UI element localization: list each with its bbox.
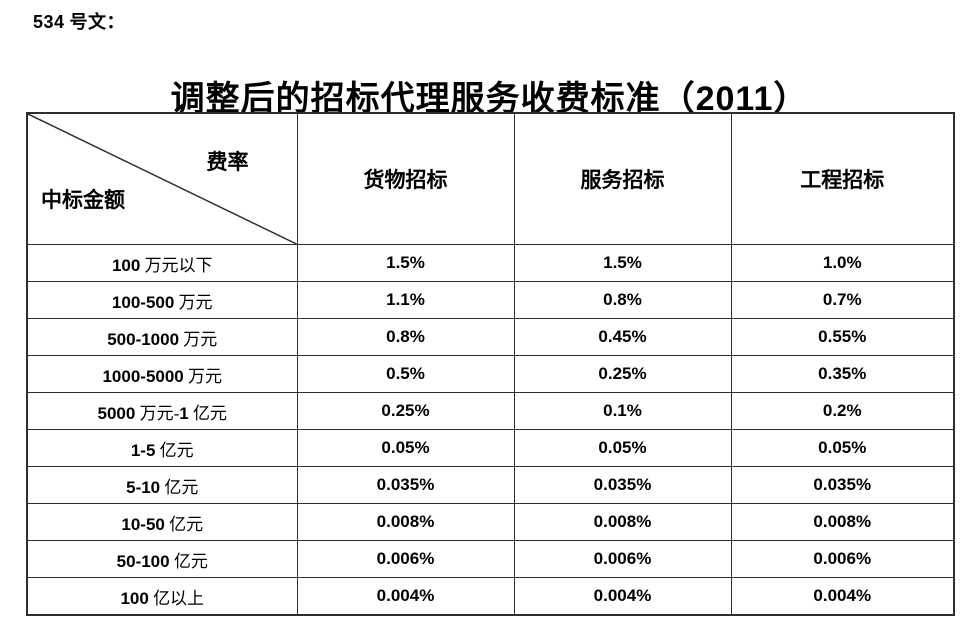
fee-rate-table: 费率 中标金额 货物招标 服务招标 工程招标 100 万元以下 1.5% 1.5… <box>26 112 955 616</box>
rate-cell: 0.004% <box>296 577 515 616</box>
table-row: 100 万元以下 1.5% 1.5% 1.0% <box>26 244 955 282</box>
rate-cell: 0.004% <box>513 577 732 616</box>
table-header: 费率 中标金额 货物招标 服务招标 工程招标 <box>26 112 955 245</box>
rate-cell: 0.05% <box>730 429 955 467</box>
rate-cell: 1.0% <box>730 244 955 282</box>
row-label: 500-1000 万元 <box>26 318 298 356</box>
table-row: 5000 万元-1 亿元 0.25% 0.1% 0.2% <box>26 392 955 430</box>
rate-cell: 0.035% <box>513 466 732 504</box>
rate-cell: 0.25% <box>513 355 732 393</box>
rate-cell: 0.008% <box>296 503 515 541</box>
row-label: 1000-5000 万元 <box>26 355 298 393</box>
rate-cell: 0.8% <box>296 318 515 356</box>
table-row: 1-5 亿元 0.05% 0.05% 0.05% <box>26 429 955 467</box>
table-row: 5-10 亿元 0.035% 0.035% 0.035% <box>26 466 955 504</box>
diagonal-divider-line <box>28 114 297 244</box>
page-title: 调整后的招标代理服务收费标准（2011） <box>170 79 809 118</box>
table-row: 100-500 万元 1.1% 0.8% 0.7% <box>26 281 955 319</box>
rate-cell: 0.5% <box>296 355 515 393</box>
rate-cell: 0.05% <box>296 429 515 467</box>
row-label: 100-500 万元 <box>26 281 298 319</box>
rate-cell: 1.5% <box>296 244 515 282</box>
corner-header-cell: 费率 中标金额 <box>26 112 298 245</box>
rate-cell: 0.006% <box>730 540 955 578</box>
rate-cell: 0.008% <box>730 503 955 541</box>
row-label: 100 亿以上 <box>26 577 298 616</box>
table-row: 10-50 亿元 0.008% 0.008% 0.008% <box>26 503 955 541</box>
table-row: 500-1000 万元 0.8% 0.45% 0.55% <box>26 318 955 356</box>
table-row: 50-100 亿元 0.006% 0.006% 0.006% <box>26 540 955 578</box>
row-label: 10-50 亿元 <box>26 503 298 541</box>
doc-reference-number: 534 号文： <box>33 12 126 32</box>
column-header-goods-bidding: 货物招标 <box>296 112 515 245</box>
rate-cell: 0.006% <box>513 540 732 578</box>
row-label: 100 万元以下 <box>26 244 298 282</box>
rate-cell: 0.035% <box>296 466 515 504</box>
rate-cell: 0.004% <box>730 577 955 616</box>
rate-cell: 1.5% <box>513 244 732 282</box>
rate-cell: 0.8% <box>513 281 732 319</box>
corner-label-rate: 费率 <box>206 150 249 174</box>
table-body: 100 万元以下 1.5% 1.5% 1.0% 100-500 万元 1.1% … <box>26 244 955 616</box>
rate-cell: 0.35% <box>730 355 955 393</box>
rate-cell: 0.7% <box>730 281 955 319</box>
column-header-service-bidding: 服务招标 <box>513 112 732 245</box>
rate-cell: 0.05% <box>513 429 732 467</box>
rate-cell: 0.45% <box>513 318 732 356</box>
rate-cell: 0.25% <box>296 392 515 430</box>
row-label: 5-10 亿元 <box>26 466 298 504</box>
table-row: 1000-5000 万元 0.5% 0.25% 0.35% <box>26 355 955 393</box>
rate-cell: 0.55% <box>730 318 955 356</box>
corner-label-bid-amount: 中标金额 <box>41 188 125 212</box>
column-header-engineering-bidding: 工程招标 <box>730 112 955 245</box>
rate-cell: 0.008% <box>513 503 732 541</box>
rate-cell: 0.2% <box>730 392 955 430</box>
rate-cell: 1.1% <box>296 281 515 319</box>
row-label: 5000 万元-1 亿元 <box>26 392 298 430</box>
rate-cell: 0.006% <box>296 540 515 578</box>
rate-cell: 0.035% <box>730 466 955 504</box>
rate-cell: 0.1% <box>513 392 732 430</box>
header-row: 费率 中标金额 货物招标 服务招标 工程招标 <box>26 112 955 245</box>
row-label: 1-5 亿元 <box>26 429 298 467</box>
row-label: 50-100 亿元 <box>26 540 298 578</box>
table-row: 100 亿以上 0.004% 0.004% 0.004% <box>26 577 955 616</box>
